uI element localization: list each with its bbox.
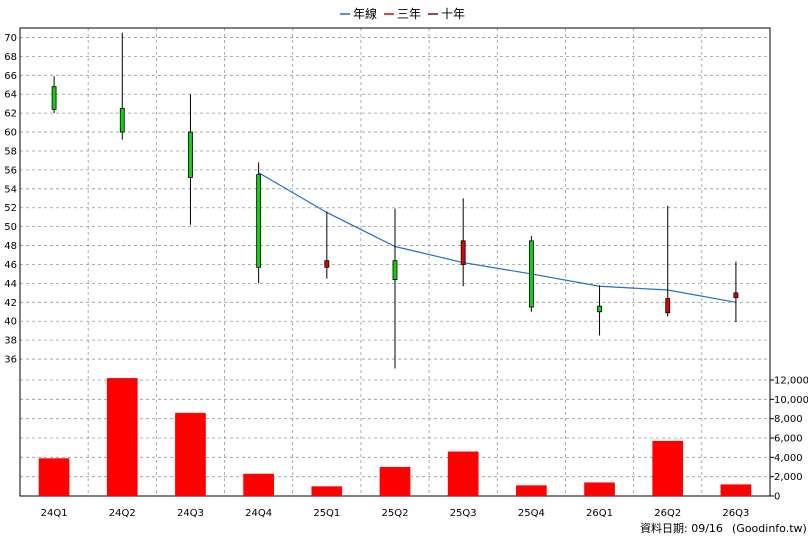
volume-axis: 0 2,000 4,000 6,000 8,000 10,000 12,000 (770, 376, 808, 503)
volume-bar (379, 467, 411, 496)
volume-bar (106, 378, 138, 496)
x-tick-label: 25Q2 (382, 508, 409, 519)
grid (19, 28, 771, 497)
x-axis: 24Q1 24Q2 24Q3 24Q4 25Q1 25Q2 25Q3 25Q4 26Q1 26Q2… (41, 508, 750, 519)
price-tick-label: 58 (4, 146, 17, 157)
candles (51, 32, 739, 369)
price-tick-label: 68 (4, 52, 17, 63)
year-line (258, 172, 737, 303)
price-tick-label: 64 (4, 90, 17, 101)
x-tick-label: 25Q3 (450, 508, 477, 519)
price-tick-label: 40 (4, 317, 17, 328)
candle-body (392, 260, 398, 281)
legend: 年線 三年 十年 (340, 6, 465, 21)
candle-body (665, 298, 671, 314)
volume-tick-label: 0 (774, 492, 780, 503)
legend-label-0: 年線 (353, 6, 377, 21)
price-tick-label: 50 (4, 222, 17, 233)
candle-body (188, 131, 193, 178)
volume-bar (447, 451, 479, 496)
candle-body (256, 174, 262, 268)
volume-tick-label: 8,000 (774, 414, 803, 425)
candle-body (324, 260, 330, 268)
footer-source: (Goodinfo.tw) (732, 522, 807, 535)
year-line-series (258, 172, 737, 303)
price-tick-label: 46 (4, 260, 17, 271)
x-tick-label: 24Q4 (245, 508, 272, 519)
x-tick-label: 26Q2 (654, 508, 681, 519)
volume-bar (652, 440, 684, 496)
price-tick-label: 52 (4, 203, 17, 214)
x-tick-label: 26Q3 (722, 508, 749, 519)
footer-date: 資料日期: 09/16 (640, 521, 723, 535)
volume-tick-label: 6,000 (774, 434, 803, 445)
price-tick-label: 70 (4, 33, 17, 44)
volume-bars (38, 378, 752, 496)
price-tick-label: 36 (4, 355, 17, 366)
volume-bar (584, 482, 615, 496)
x-tick-label: 26Q1 (586, 508, 613, 519)
legend-label-1: 三年 (397, 7, 421, 21)
candle-body (51, 86, 57, 110)
price-tick-label: 66 (4, 71, 17, 82)
price-tick-label: 42 (4, 298, 17, 309)
price-tick-label: 62 (4, 109, 17, 120)
volume-bar (243, 473, 274, 496)
volume-bar (516, 485, 547, 496)
volume-bar (175, 412, 206, 496)
volume-bar (311, 486, 343, 496)
x-tick-label: 24Q3 (177, 508, 204, 519)
price-tick-label: 48 (4, 241, 17, 252)
x-tick-label: 24Q2 (109, 508, 136, 519)
x-tick-label: 25Q1 (313, 508, 340, 519)
volume-bar (720, 484, 752, 496)
x-tick-label: 25Q4 (518, 508, 545, 519)
price-tick-label: 60 (4, 128, 17, 139)
candle-body (460, 240, 466, 265)
candle-body (119, 108, 125, 133)
candle-body (528, 240, 534, 308)
candle-body (733, 292, 739, 298)
legend-label-2: 十年 (441, 7, 465, 21)
volume-tick-label: 10,000 (774, 395, 808, 406)
volume-tick-label: 12,000 (774, 376, 808, 387)
volume-bar (38, 458, 70, 496)
volume-tick-label: 2,000 (774, 472, 803, 483)
price-tick-label: 56 (4, 165, 17, 176)
price-tick-label: 38 (4, 336, 17, 347)
price-tick-label: 54 (4, 184, 17, 195)
candle-body (597, 305, 602, 313)
price-axis: 36 38 40 42 44 46 48 50 52 54 56 58 60 62 64 66 68 70 (4, 33, 17, 366)
price-tick-label: 44 (4, 279, 17, 290)
x-tick-label: 24Q1 (41, 508, 68, 519)
volume-tick-label: 4,000 (774, 453, 803, 464)
